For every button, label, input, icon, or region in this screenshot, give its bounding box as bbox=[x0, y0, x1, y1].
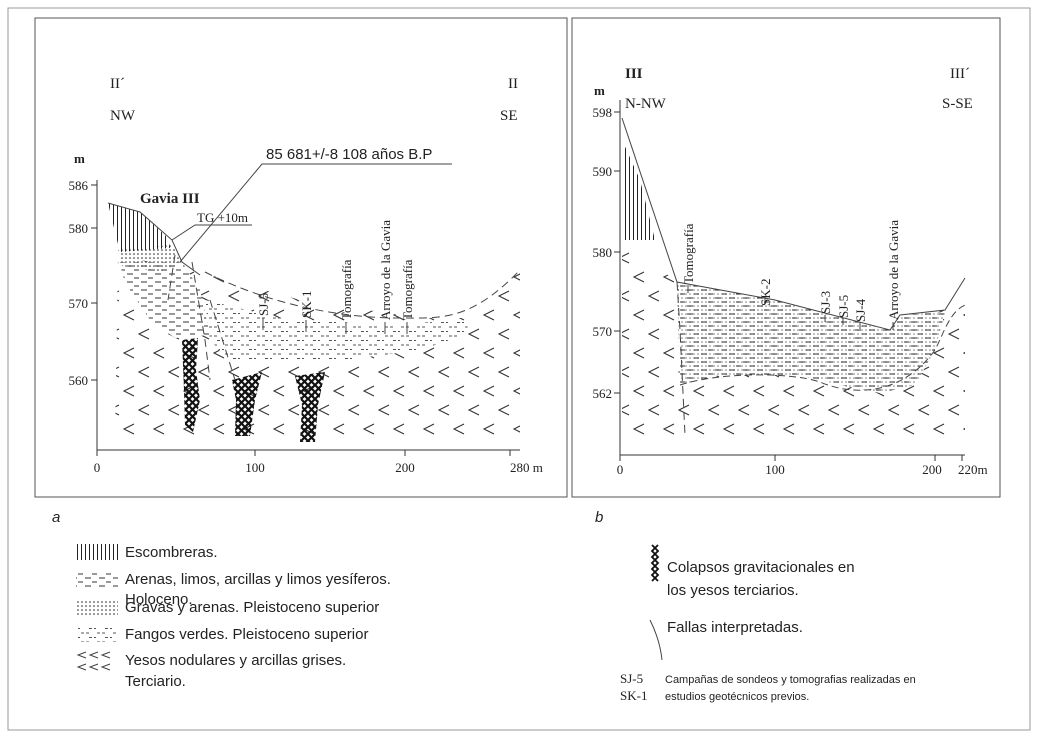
axis-unit: m bbox=[74, 151, 85, 166]
figure: II´ NW II SE m 586 580 570 560 0 100 200… bbox=[0, 0, 1039, 738]
legend-text: Colapsos gravitacionales en bbox=[667, 559, 855, 576]
profile-label: SK-1 bbox=[299, 291, 314, 318]
direction: S-SE bbox=[942, 96, 973, 112]
leader bbox=[172, 225, 252, 240]
x-tick-label: 200 bbox=[922, 462, 942, 477]
y-tick-label: 598 bbox=[593, 105, 613, 120]
y-tick-label: 590 bbox=[593, 164, 613, 179]
y-tick-label: 586 bbox=[69, 178, 89, 193]
y-tick-label: 562 bbox=[593, 386, 613, 401]
x-tick-label: 100 bbox=[765, 462, 785, 477]
y-tick-label: 580 bbox=[593, 245, 613, 260]
x-tick-label: 0 bbox=[94, 460, 101, 475]
escombreras bbox=[622, 140, 655, 240]
x-tick-label: 100 bbox=[245, 460, 265, 475]
legend-text: Yesos nodulares y arcillas grises. bbox=[125, 652, 346, 669]
section-id: II´ bbox=[110, 76, 125, 92]
legend-text: Gravas y arenas. Pleistoceno superior bbox=[125, 599, 379, 616]
panel-label: a bbox=[52, 509, 60, 526]
legend-swatch bbox=[78, 652, 110, 670]
legend-swatch bbox=[76, 544, 118, 560]
annotation: TG +10m bbox=[197, 210, 248, 225]
direction: NW bbox=[110, 108, 136, 124]
section-id: III bbox=[625, 66, 643, 82]
y-tick-label: 560 bbox=[69, 373, 89, 388]
legend-swatch bbox=[76, 572, 118, 588]
panel-label: b bbox=[595, 509, 603, 526]
legend-swatch bbox=[652, 545, 658, 581]
x-tick-label: 280 m bbox=[510, 460, 543, 475]
legend-text: Escombreras. bbox=[125, 544, 218, 561]
panel-b-geology bbox=[622, 118, 965, 440]
escombreras bbox=[108, 203, 170, 252]
x-tick-label: 200 bbox=[395, 460, 415, 475]
y-tick-label: 570 bbox=[69, 296, 89, 311]
profile-label: Tomografía bbox=[400, 259, 415, 320]
y-tick-label: 580 bbox=[69, 221, 89, 236]
legend-code: SJ-5 bbox=[620, 671, 643, 686]
direction: N-NW bbox=[625, 96, 667, 112]
x-tick-label: 220m bbox=[958, 462, 988, 477]
legend-swatch bbox=[76, 626, 118, 642]
site-name: Gavia III bbox=[140, 191, 200, 207]
profile-label: SJ-4 bbox=[853, 298, 868, 322]
annotation: 85 681+/-8 108 años B.P bbox=[266, 146, 432, 163]
profile-label: Tomografía bbox=[339, 259, 354, 320]
legend-text: Arenas, limos, arcillas y limos yesífero… bbox=[125, 571, 391, 588]
section-id: III´ bbox=[950, 66, 970, 82]
profile-label: SK-2 bbox=[758, 279, 773, 306]
legend-text: Campañas de sondeos y tomografias realiz… bbox=[665, 674, 916, 686]
legend-text: Fangos verdes. Pleistoceno superior bbox=[125, 626, 368, 643]
profile-label: Tomografía bbox=[681, 223, 696, 284]
legend-text: los yesos terciarios. bbox=[667, 582, 799, 599]
profile-label: SJ-5 bbox=[256, 293, 271, 316]
axis-unit: m bbox=[594, 83, 605, 98]
legend-text: estudios geotécnicos previos. bbox=[665, 691, 809, 703]
profile-label: Arroyo de la Gavia bbox=[886, 220, 901, 320]
legend-code: SK-1 bbox=[620, 688, 647, 703]
legend-text: Terciario. bbox=[125, 673, 186, 690]
section-id: II bbox=[508, 76, 518, 92]
x-tick-label: 0 bbox=[617, 462, 624, 477]
legend-swatch bbox=[76, 599, 118, 615]
legend-text-group: Gravas y arenas. Pleistoceno superior Fan… bbox=[125, 599, 379, 690]
legend: Escombreras. Arenas, limos, arcillas y l… bbox=[76, 544, 916, 703]
y-tick-label: 570 bbox=[593, 324, 613, 339]
legend-swatch bbox=[650, 620, 662, 660]
profile-label: Arroyo de la Gavia bbox=[378, 220, 393, 320]
profile-label: SJ-5 bbox=[836, 295, 851, 318]
direction: SE bbox=[500, 108, 518, 124]
legend-text: Fallas interpretadas. bbox=[667, 619, 803, 636]
profile-label: SJ-3 bbox=[818, 291, 833, 314]
